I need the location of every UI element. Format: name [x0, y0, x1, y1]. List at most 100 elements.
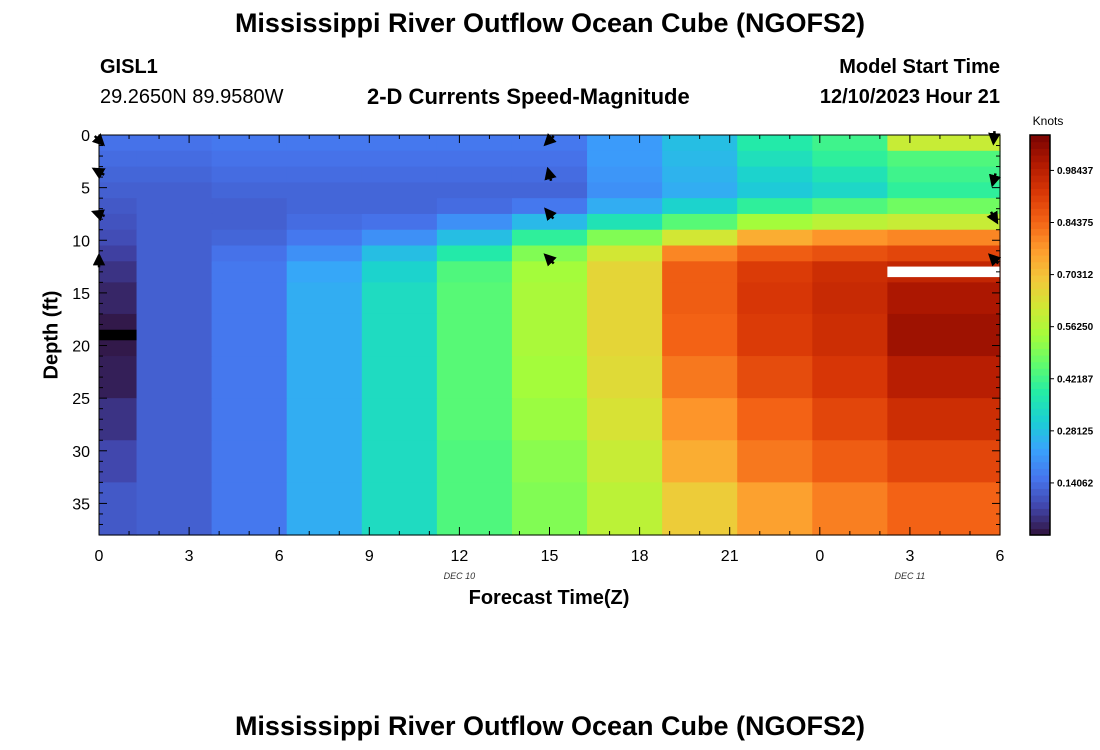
heatmap-cell: [136, 313, 213, 357]
colorbar-segment: [1030, 508, 1050, 516]
heatmap-cell: [211, 356, 288, 399]
colorbar-segment: [1030, 228, 1050, 236]
heatmap-cell: [662, 135, 738, 152]
heatmap-cell: [662, 245, 738, 262]
heatmap-cell: [587, 313, 663, 357]
heatmap-cell: [99, 150, 138, 168]
x-tick-label: 9: [365, 548, 374, 565]
colorbar-segment: [1030, 501, 1050, 509]
colorbar-segment: [1030, 448, 1050, 456]
colorbar-segment: [1030, 441, 1050, 449]
colorbar-segment: [1030, 321, 1050, 329]
current-arrow: [986, 210, 999, 225]
heatmap-cell: [286, 150, 363, 168]
heatmap-cell: [286, 261, 363, 283]
colorbar-segment: [1030, 308, 1050, 316]
x-tick-label: 3: [905, 548, 914, 565]
colorbar-segment: [1030, 388, 1050, 396]
heatmap-cell: [286, 213, 363, 231]
heatmap-cell: [436, 229, 513, 247]
model-start-value: 12/10/2023 Hour 21: [819, 86, 1000, 108]
heatmap-cell: [436, 313, 513, 357]
heatmap-cell: [211, 245, 288, 262]
heatmap-cell: [211, 166, 288, 183]
colorbar-segment: [1030, 421, 1050, 429]
heatmap-cell: [211, 282, 288, 315]
heatmap-cell: [436, 440, 513, 483]
missing-data-cell: [99, 329, 137, 341]
colorbar-segment: [1030, 401, 1050, 409]
x-axis: 0 3 6 9 12 15 18 21 0 3 6 DEC 10 DEC 11: [95, 135, 1005, 581]
colorbar-segment: [1030, 288, 1050, 296]
heatmap-cell: [812, 150, 888, 168]
heatmap-cell: [436, 150, 513, 168]
colorbar-tick-label: 0.28125: [1057, 426, 1094, 437]
colorbar-segment: [1030, 201, 1050, 209]
x-axis-label: Forecast Time(Z): [469, 587, 630, 609]
heatmap-cell: [662, 356, 738, 399]
heatmap-cell: [887, 282, 1001, 315]
colorbar-segment: [1030, 168, 1050, 176]
y-axis: 0 5 10 15 20 25 30 35: [72, 128, 1000, 536]
y-axis-label: Depth (ft): [40, 291, 62, 380]
colorbar-segment: [1030, 428, 1050, 436]
heatmap-cell: [211, 229, 288, 247]
colorbar-segment: [1030, 368, 1050, 376]
colorbar-segment: [1030, 415, 1050, 423]
heatmap-cell: [812, 356, 888, 399]
heatmap-cell: [662, 182, 738, 199]
heatmap-cell: [211, 135, 288, 152]
heatmap-cell: [812, 135, 888, 152]
heatmap-cell: [662, 150, 738, 168]
chart-subtitle: 2-D Currents Speed-Magnitude: [367, 84, 690, 109]
x-tick-label: 6: [275, 548, 284, 565]
heatmap-cell: [361, 261, 438, 283]
heatmap-cell: [361, 182, 438, 199]
heatmap-cell: [361, 229, 438, 247]
heatmap-cell: [286, 356, 363, 399]
colorbar-segment: [1030, 315, 1050, 323]
heatmap-cell: [812, 313, 888, 357]
heatmap-cell: [812, 282, 888, 315]
heatmap-cell: [662, 261, 738, 283]
y-tick-label: 15: [72, 286, 90, 303]
colorbar-segment: [1030, 355, 1050, 363]
colorbar-segment: [1030, 528, 1050, 536]
heatmap-cell: [587, 213, 663, 231]
heatmap-cell: [737, 313, 813, 357]
heatmap-cell: [887, 198, 1001, 215]
heatmap-cell: [737, 166, 813, 183]
colorbar-tick-label: 0.14062: [1057, 478, 1094, 489]
current-arrow: [544, 207, 557, 222]
heatmap-cell: [887, 135, 1001, 152]
heatmap-cell: [436, 261, 513, 283]
y-tick-label: 5: [81, 181, 90, 198]
heatmap-cell: [511, 482, 588, 536]
heatmap-cell: [587, 261, 663, 283]
heatmap-cell: [436, 166, 513, 183]
colorbar-segment: [1030, 335, 1050, 343]
date-label: DEC 11: [894, 571, 925, 581]
heatmap-cell: [587, 198, 663, 215]
heatmap-cell: [511, 398, 588, 441]
colorbar-segment: [1030, 148, 1050, 156]
y-tick-label: 0: [81, 128, 90, 145]
heatmap-cell: [136, 261, 213, 283]
colorbar-segment: [1030, 155, 1050, 163]
colorbar-segment: [1030, 281, 1050, 289]
heatmap-cell: [99, 245, 138, 262]
heatmap-cell: [286, 440, 363, 483]
heatmap-cell: [436, 135, 513, 152]
heatmap-cell: [99, 482, 138, 536]
heatmap-cell: [662, 482, 738, 536]
colorbar-segment: [1030, 261, 1050, 269]
colorbar-tick-label: 0.56250: [1057, 322, 1094, 333]
heatmap-cell: [211, 313, 288, 357]
colorbar-segment: [1030, 275, 1050, 283]
x-tick-label: 0: [815, 548, 824, 565]
heatmap-cell: [99, 440, 138, 483]
colorbar-segment: [1030, 481, 1050, 489]
colorbar-segment: [1030, 241, 1050, 249]
heatmap-cell: [286, 166, 363, 183]
heatmap-cell: [136, 282, 213, 315]
